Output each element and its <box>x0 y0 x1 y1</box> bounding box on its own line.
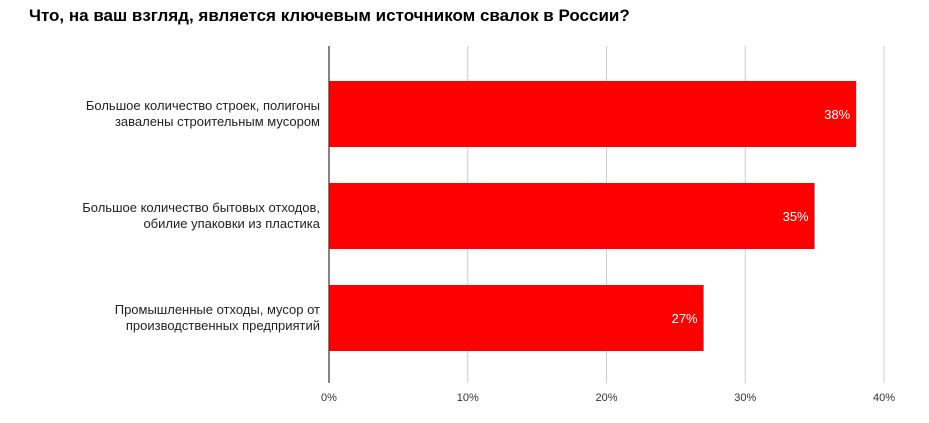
bar <box>329 183 815 249</box>
axes: 0% 10% 20% 30% 40% Большое количество строек,… <box>82 46 895 404</box>
category-label-line: завалены строительным мусором <box>115 114 320 129</box>
x-tick-label: 0% <box>321 392 337 404</box>
category-label-line: Большое количество строек, полигоны <box>86 98 320 113</box>
x-tick-label: 30% <box>734 392 756 404</box>
x-tick-label: 20% <box>595 392 617 404</box>
category-label: Промышленные отходы, мусор от производств… <box>115 302 320 333</box>
x-tick-label: 40% <box>873 392 895 404</box>
data-label: 27% <box>672 311 698 326</box>
data-label: 38% <box>824 107 850 122</box>
bar <box>329 81 857 147</box>
category-label-line: Большое количество бытовых отходов, <box>82 200 320 215</box>
x-tick-label: 10% <box>457 392 479 404</box>
category-label-line: Промышленные отходы, мусор от <box>115 302 320 317</box>
bar <box>329 285 704 351</box>
data-label: 35% <box>783 209 809 224</box>
category-label-line: обилие упаковки из пластика <box>143 216 320 231</box>
chart-title: Что, на ваш взгляд, является ключевым ис… <box>29 6 630 25</box>
category-label: Большое количество бытовых отходов, обили… <box>82 200 321 231</box>
bars: 38% 35% 27% <box>329 81 857 351</box>
category-label: Большое количество строек, полигоны завал… <box>86 98 320 129</box>
category-label-line: производственных предприятий <box>126 318 320 333</box>
